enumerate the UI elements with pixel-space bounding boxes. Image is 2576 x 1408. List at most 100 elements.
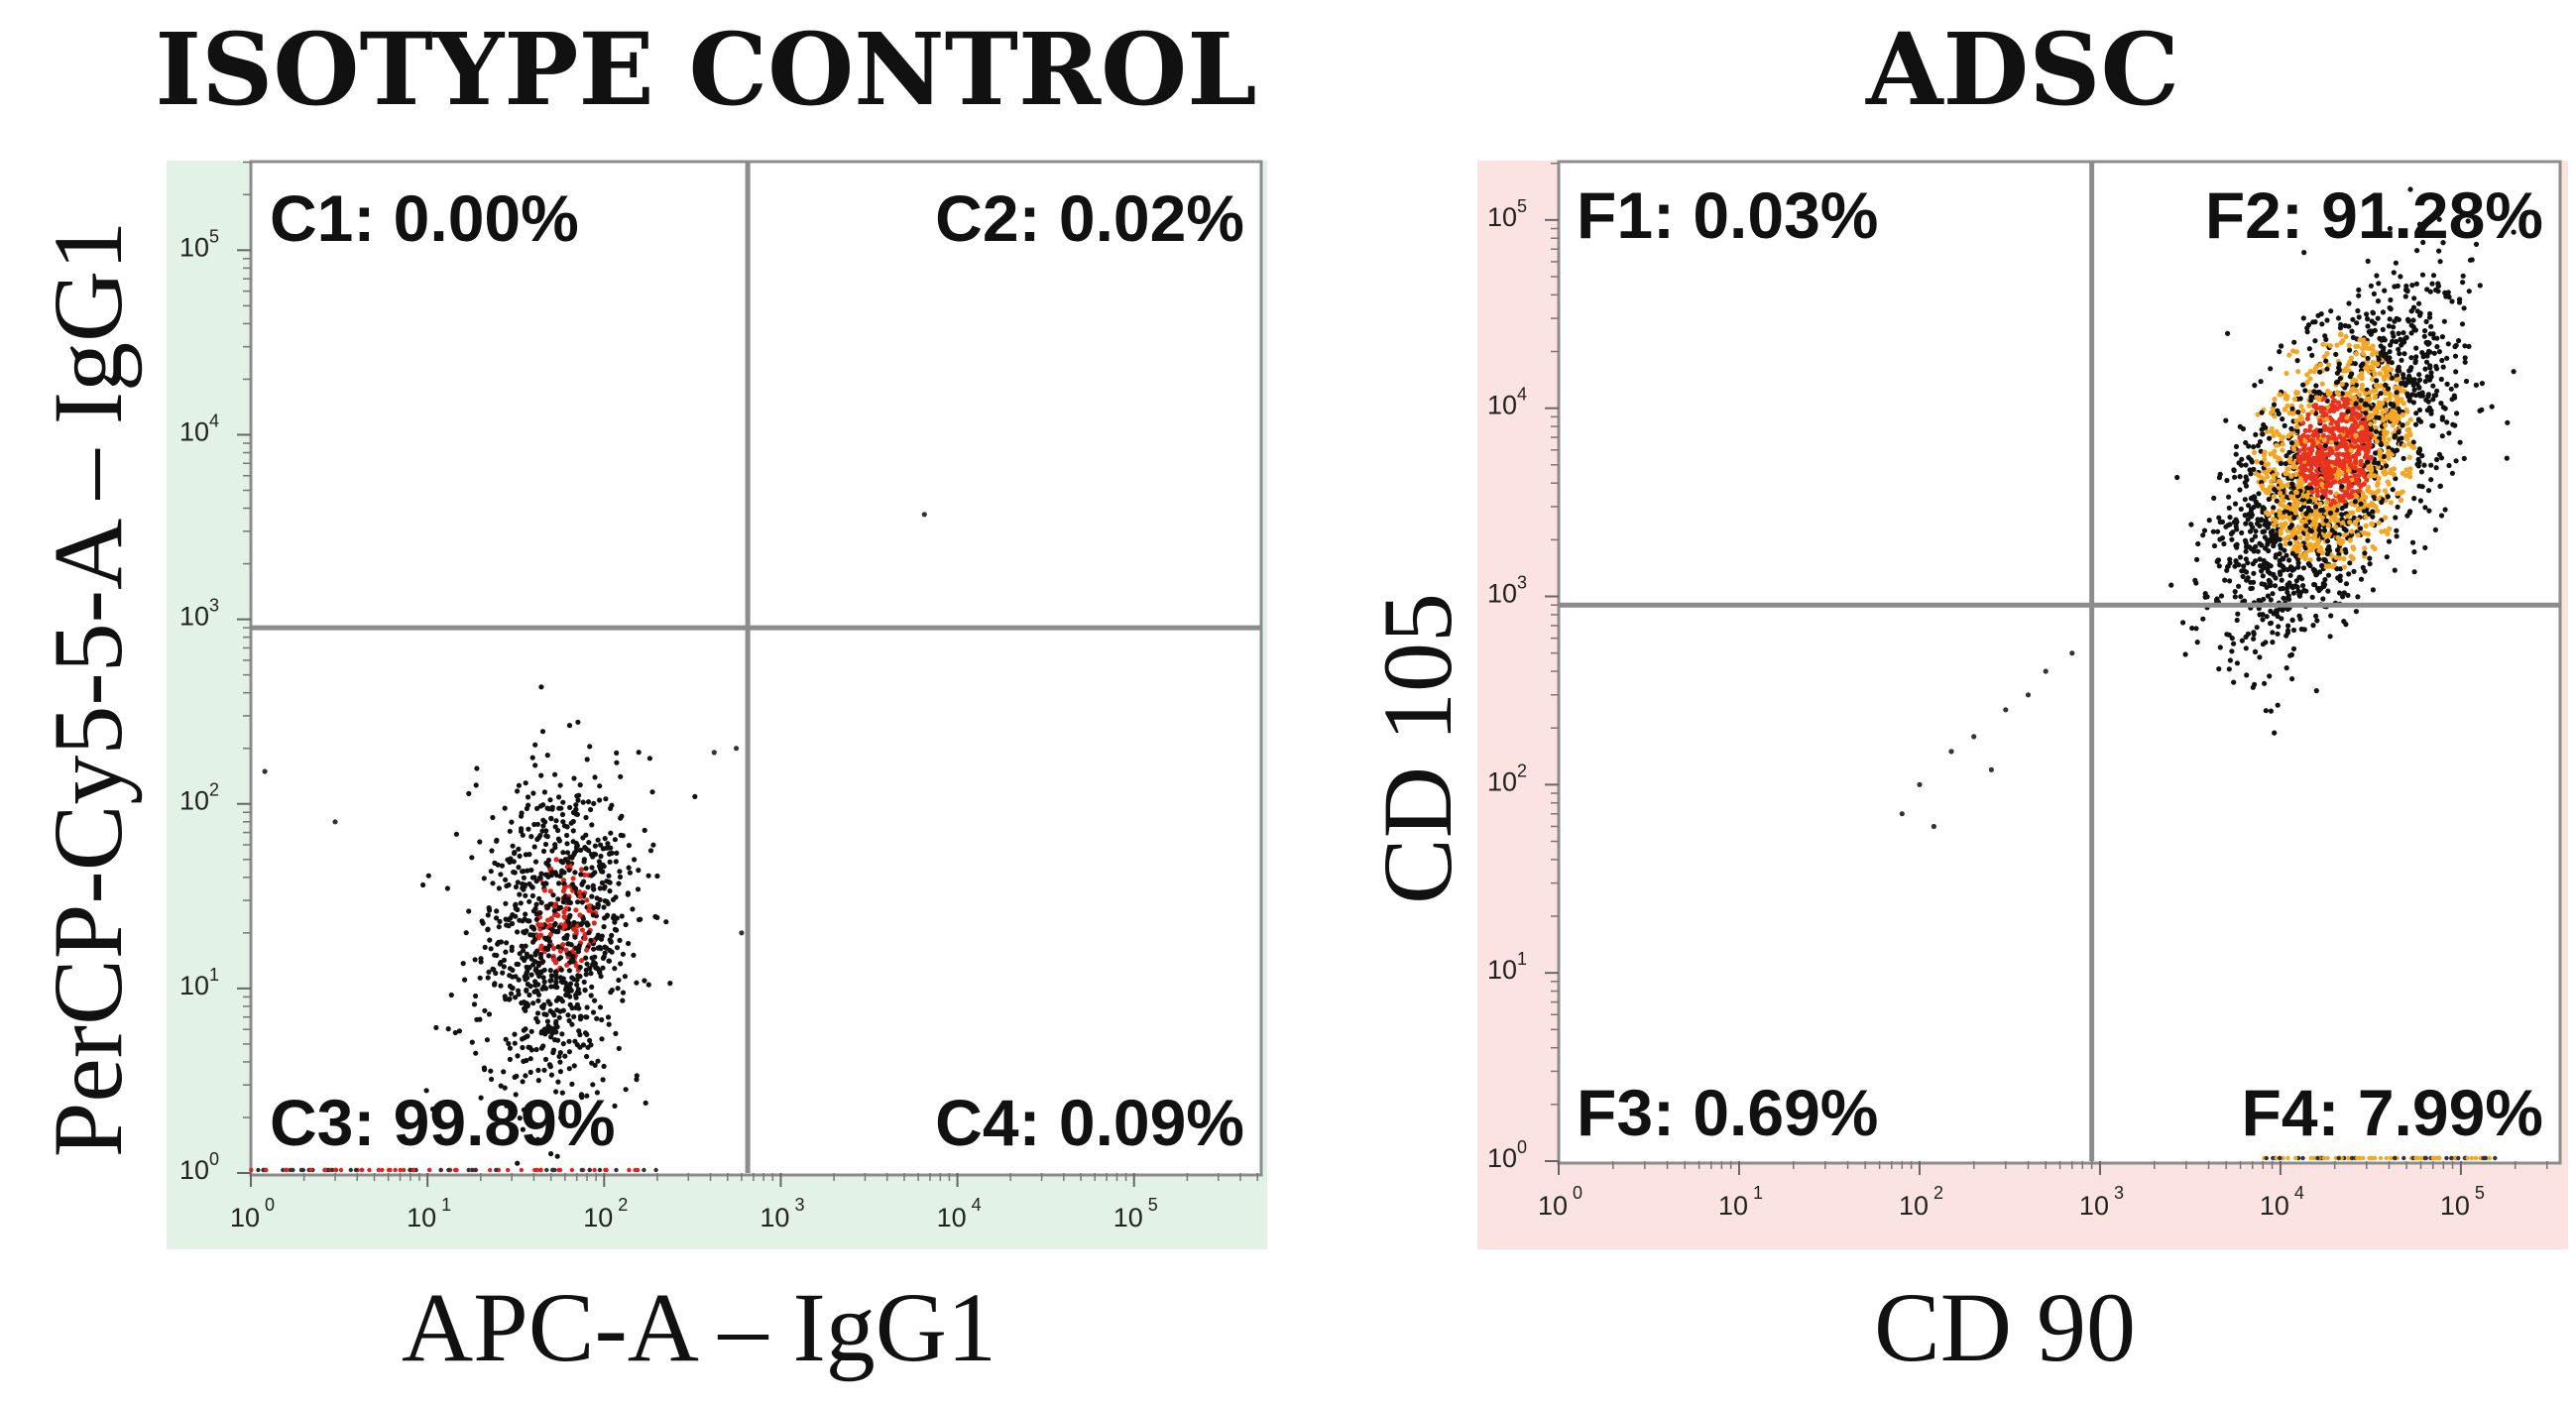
outlier-point [2025, 692, 2032, 698]
data-point [2412, 358, 2418, 364]
data-point [581, 979, 587, 986]
data-point [2393, 515, 2399, 521]
data-point [2316, 397, 2322, 403]
data-point [2288, 473, 2294, 479]
data-point [2279, 577, 2284, 583]
data-point [2378, 350, 2384, 356]
data-point [2237, 554, 2244, 560]
data-point [2342, 399, 2348, 405]
data-point [2307, 376, 2313, 382]
data-point [2382, 288, 2388, 293]
data-point [579, 1095, 585, 1101]
data-point [598, 946, 604, 952]
data-point [2339, 512, 2345, 518]
data-point [2243, 439, 2249, 446]
data-point [538, 684, 544, 690]
data-point [527, 932, 533, 938]
data-point [2256, 597, 2262, 604]
data-point [2324, 416, 2330, 422]
data-point [541, 1067, 547, 1073]
data-point [600, 846, 606, 852]
outlier-point [2003, 707, 2009, 713]
baseline-point [506, 1167, 511, 1173]
data-point [2262, 449, 2268, 455]
data-point [2441, 318, 2447, 324]
data-point [2331, 435, 2337, 442]
data-point [604, 913, 610, 919]
data-point [2327, 343, 2333, 349]
x-tick-exponent: 3 [2114, 1183, 2124, 1203]
data-point [2216, 666, 2222, 672]
y-tick-label: 10 [179, 971, 209, 1000]
data-point [516, 865, 522, 871]
data-point [574, 793, 580, 799]
x-tick-exponent: 0 [265, 1195, 275, 1215]
data-point [453, 831, 459, 837]
data-point [2356, 287, 2362, 293]
data-point [2393, 413, 2399, 420]
data-point [2413, 281, 2419, 287]
data-point [2315, 537, 2321, 543]
data-point [2339, 381, 2345, 387]
data-point [2408, 322, 2414, 328]
data-point [615, 986, 621, 992]
data-point [2319, 515, 2325, 521]
x-tick-exponent: 0 [1573, 1183, 1582, 1203]
data-point [481, 876, 487, 881]
data-point [2489, 404, 2495, 410]
data-point [2320, 596, 2326, 602]
data-point [2221, 540, 2227, 547]
data-point [2303, 588, 2309, 594]
data-point [2396, 406, 2401, 411]
data-point [494, 908, 500, 914]
data-point [2301, 250, 2307, 256]
data-point [569, 1081, 575, 1087]
baseline-point [642, 1167, 646, 1173]
data-point [2367, 411, 2373, 418]
data-point [512, 851, 518, 857]
data-point [2365, 537, 2371, 543]
data-point [2345, 468, 2352, 474]
baseline-point [2449, 1155, 2454, 1161]
data-point [2347, 347, 2353, 353]
data-point [2399, 342, 2404, 348]
data-point [2387, 526, 2393, 532]
data-point [2427, 363, 2433, 369]
outlier-point [734, 746, 740, 752]
data-point [2370, 543, 2376, 549]
data-point [2257, 556, 2263, 562]
data-point [529, 875, 536, 880]
data-point [2401, 351, 2407, 357]
data-point [488, 946, 494, 952]
data-point [2362, 545, 2368, 551]
data-point [560, 976, 566, 982]
data-point [2284, 466, 2290, 472]
data-point [2218, 593, 2225, 599]
data-point [588, 993, 594, 998]
data-point [2252, 449, 2258, 455]
data-point [2355, 343, 2361, 349]
data-point [582, 845, 588, 851]
data-point [579, 881, 585, 887]
data-point [544, 753, 550, 759]
data-point [2346, 485, 2352, 491]
data-point [2253, 543, 2259, 550]
data-point [2439, 433, 2445, 439]
data-point [2260, 617, 2266, 623]
data-point [2231, 641, 2237, 646]
data-point [530, 790, 536, 796]
y-tick-label: 10 [179, 1155, 209, 1185]
data-point [2248, 579, 2254, 585]
data-point [2298, 626, 2304, 633]
data-point [2402, 293, 2408, 299]
data-point [2336, 426, 2342, 432]
data-point [2331, 515, 2337, 521]
baseline-point [367, 1167, 372, 1173]
data-point [433, 1024, 439, 1030]
data-point [547, 922, 553, 929]
data-point [2268, 708, 2274, 714]
data-point [520, 1044, 526, 1051]
data-point [614, 915, 620, 921]
data-point [2210, 528, 2216, 534]
data-point [607, 859, 613, 865]
